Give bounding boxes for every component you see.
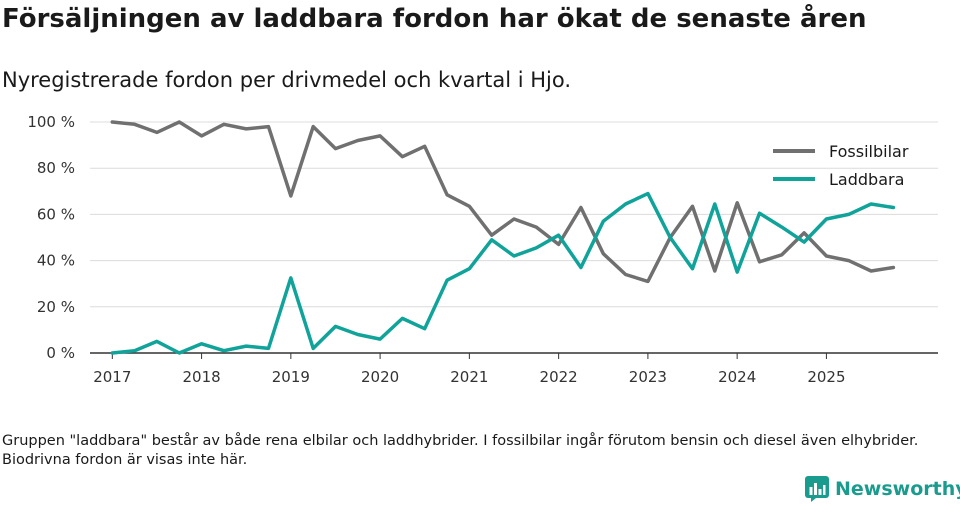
data-point-laddbara[interactable] (420, 324, 430, 334)
brand-name: Newsworthy (835, 478, 960, 500)
data-point-laddbara[interactable] (264, 343, 274, 353)
data-point-fossilbilar[interactable] (264, 122, 274, 132)
data-point-laddbara[interactable] (197, 339, 207, 349)
data-point-fossilbilar[interactable] (397, 152, 407, 162)
chart-subtitle: Nyregistrerade fordon per drivmedel och … (2, 68, 572, 92)
data-point-laddbara[interactable] (375, 334, 385, 344)
data-point-laddbara[interactable] (353, 330, 363, 340)
data-point-fossilbilar[interactable] (844, 256, 854, 266)
y-tick-label-100: 100 % (27, 113, 75, 131)
data-point-laddbara[interactable] (130, 346, 140, 356)
data-point-laddbara[interactable] (487, 235, 497, 245)
data-point-fossilbilar[interactable] (219, 119, 229, 129)
data-point-fossilbilar[interactable] (888, 263, 898, 273)
data-point-fossilbilar[interactable] (107, 117, 117, 127)
data-point-fossilbilar[interactable] (821, 251, 831, 261)
data-point-laddbara[interactable] (576, 263, 586, 273)
data-point-fossilbilar[interactable] (531, 222, 541, 232)
data-point-laddbara[interactable] (286, 273, 296, 283)
data-point-laddbara[interactable] (464, 264, 474, 274)
data-point-laddbara[interactable] (844, 209, 854, 219)
x-axis: 2017 2018 2019 2020 2021 2022 2023 2024 2025 (90, 352, 938, 386)
legend-label-laddbara[interactable]: Laddbara (829, 170, 904, 189)
y-tick-label-0: 0 % (46, 344, 75, 362)
grid-lines (90, 121, 938, 308)
data-point-laddbara[interactable] (821, 214, 831, 224)
data-point-fossilbilar[interactable] (353, 136, 363, 146)
data-point-fossilbilar[interactable] (755, 257, 765, 267)
data-point-laddbara[interactable] (531, 243, 541, 253)
y-axis-ticks: 0 % 20 % 40 % 60 % 80 % 100 % (27, 113, 75, 362)
data-point-laddbara[interactable] (219, 346, 229, 356)
data-point-fossilbilar[interactable] (130, 119, 140, 129)
y-tick-label-40: 40 % (37, 252, 75, 270)
data-point-laddbara[interactable] (397, 313, 407, 323)
data-point-laddbara[interactable] (621, 199, 631, 209)
data-point-laddbara[interactable] (755, 208, 765, 218)
x-tick-label-2022: 2022 (540, 368, 578, 386)
data-point-fossilbilar[interactable] (420, 141, 430, 151)
data-point-fossilbilar[interactable] (643, 276, 653, 286)
data-point-laddbara[interactable] (777, 222, 787, 232)
data-point-fossilbilar[interactable] (375, 131, 385, 141)
footnote: Gruppen "laddbara" består av både rena e… (2, 433, 919, 468)
data-point-fossilbilar[interactable] (174, 117, 184, 127)
x-tick-label-2025: 2025 (807, 368, 845, 386)
data-point-laddbara[interactable] (554, 230, 564, 240)
data-point-laddbara[interactable] (643, 189, 653, 199)
newsworthy-chart-icon (805, 476, 829, 502)
x-tick-label-2017: 2017 (93, 368, 131, 386)
data-point-fossilbilar[interactable] (331, 144, 341, 154)
data-point-fossilbilar[interactable] (286, 191, 296, 201)
data-point-fossilbilar[interactable] (598, 249, 608, 259)
data-point-laddbara[interactable] (799, 237, 809, 247)
y-tick-label-80: 80 % (37, 159, 75, 177)
data-point-laddbara[interactable] (888, 203, 898, 213)
data-point-fossilbilar[interactable] (241, 124, 251, 134)
legend-label-fossilbilar[interactable]: Fossilbilar (829, 142, 909, 161)
x-tick-label-2018: 2018 (182, 368, 220, 386)
y-tick-label-60: 60 % (37, 205, 75, 223)
y-tick-label-20: 20 % (37, 298, 75, 316)
x-tick-label-2019: 2019 (272, 368, 310, 386)
data-point-fossilbilar[interactable] (464, 201, 474, 211)
data-point-fossilbilar[interactable] (308, 122, 318, 132)
data-point-fossilbilar[interactable] (576, 203, 586, 213)
series-lines (107, 117, 898, 358)
x-tick-label-2024: 2024 (718, 368, 756, 386)
data-point-fossilbilar[interactable] (442, 190, 452, 200)
series-line-fossilbilar (110, 120, 896, 284)
data-point-laddbara[interactable] (152, 336, 162, 346)
chart-title: Försäljningen av laddbara fordon har öka… (2, 4, 867, 34)
data-point-laddbara[interactable] (331, 321, 341, 331)
x-tick-label-2023: 2023 (629, 368, 667, 386)
data-point-fossilbilar[interactable] (152, 127, 162, 137)
data-point-laddbara[interactable] (442, 275, 452, 285)
data-point-laddbara[interactable] (107, 348, 117, 358)
x-tick-label-2020: 2020 (361, 368, 399, 386)
data-point-laddbara[interactable] (688, 264, 698, 274)
data-point-fossilbilar[interactable] (866, 266, 876, 276)
data-point-fossilbilar[interactable] (777, 250, 787, 260)
data-point-laddbara[interactable] (174, 348, 184, 358)
data-point-laddbara[interactable] (665, 233, 675, 243)
data-point-laddbara[interactable] (598, 216, 608, 226)
data-point-laddbara[interactable] (732, 267, 742, 277)
data-point-fossilbilar[interactable] (732, 198, 742, 208)
data-point-fossilbilar[interactable] (688, 201, 698, 211)
data-point-fossilbilar[interactable] (197, 131, 207, 141)
data-point-laddbara[interactable] (308, 343, 318, 353)
legend: Fossilbilar Laddbara (773, 142, 909, 189)
series-line-laddbara (110, 191, 896, 355)
line-chart: 0 % 20 % 40 % 60 % 80 % 100 % 2017 2018 2019 202… (27, 113, 938, 386)
data-point-fossilbilar[interactable] (621, 270, 631, 280)
data-point-fossilbilar[interactable] (509, 214, 519, 224)
data-point-laddbara[interactable] (866, 199, 876, 209)
newsworthy-logo[interactable]: Newsworthy (805, 474, 960, 504)
data-point-fossilbilar[interactable] (710, 266, 720, 276)
x-tick-label-2021: 2021 (450, 368, 488, 386)
data-point-laddbara[interactable] (710, 199, 720, 209)
data-point-laddbara[interactable] (241, 341, 251, 351)
data-point-laddbara[interactable] (509, 251, 519, 261)
